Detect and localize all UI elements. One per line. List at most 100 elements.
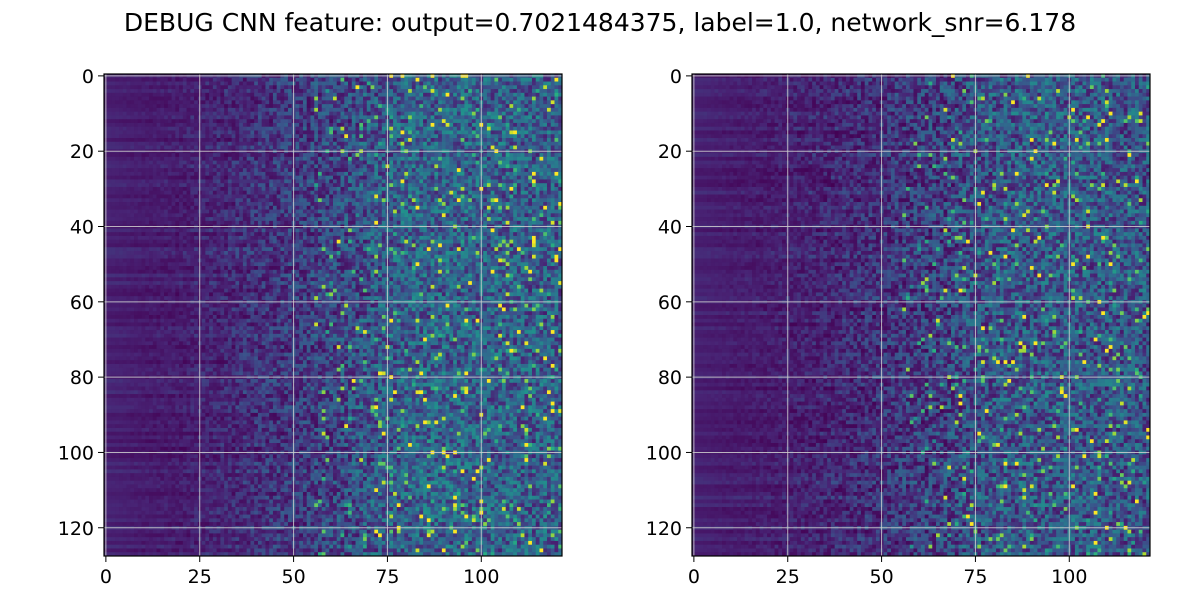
heatmap-cell [374, 97, 378, 101]
heatmap-cell [487, 112, 491, 116]
heatmap-cell [232, 168, 236, 172]
heatmap-cell [453, 119, 457, 123]
heatmap-cell [243, 183, 247, 187]
heatmap-cell [108, 82, 112, 86]
heatmap-cell [220, 115, 224, 119]
heatmap-cell [434, 191, 438, 195]
heatmap-cell [127, 93, 131, 97]
heatmap-cell [250, 138, 254, 142]
heatmap-cell [235, 183, 239, 187]
heatmap-cell [329, 195, 333, 199]
heatmap-cell [461, 217, 465, 221]
heatmap-cell [168, 130, 172, 134]
heatmap-cell [153, 93, 157, 97]
heatmap-cell [224, 130, 228, 134]
heatmap-cell [344, 146, 348, 150]
heatmap-cell [175, 127, 179, 131]
heatmap-cell [487, 123, 491, 127]
heatmap-cell [341, 112, 345, 116]
heatmap-cell [157, 168, 161, 172]
heatmap-cell [401, 172, 405, 176]
heatmap-cell [299, 195, 303, 199]
heatmap-cell [310, 127, 314, 131]
heatmap-cell [153, 176, 157, 180]
heatmap-cell [115, 119, 119, 123]
heatmap-cell [108, 130, 112, 134]
heatmap-cell [487, 93, 491, 97]
heatmap-cell [404, 89, 408, 93]
heatmap-cell [258, 130, 262, 134]
heatmap-cell [502, 93, 506, 97]
heatmap-cell [348, 138, 352, 142]
heatmap-cell [119, 183, 123, 187]
heatmap-cell [348, 179, 352, 183]
heatmap-cell [408, 206, 412, 210]
heatmap-cell [254, 119, 258, 123]
heatmap-cell [468, 108, 472, 112]
heatmap-cell [273, 100, 277, 104]
heatmap-cell [404, 142, 408, 146]
heatmap-cell [318, 112, 322, 116]
heatmap-cell [337, 97, 341, 101]
heatmap-cell [337, 172, 341, 176]
heatmap-cell [378, 89, 382, 93]
heatmap-cell [119, 202, 123, 206]
heatmap-cell [179, 198, 183, 202]
heatmap-cell [502, 127, 506, 131]
heatmap-cell [539, 104, 543, 108]
heatmap-cell [284, 93, 288, 97]
heatmap-cell [277, 187, 281, 191]
heatmap-cell [329, 130, 333, 134]
heatmap-cell [532, 85, 536, 89]
heatmap-cell [427, 210, 431, 214]
heatmap-cell [434, 221, 438, 225]
heatmap-cell [427, 157, 431, 161]
heatmap-cell [427, 89, 431, 93]
heatmap-cell [476, 187, 480, 191]
heatmap-cell [213, 221, 217, 225]
heatmap-cell [494, 195, 498, 199]
heatmap-cell [179, 100, 183, 104]
heatmap-cell [153, 187, 157, 191]
heatmap-cell [419, 176, 423, 180]
heatmap-cell [322, 89, 326, 93]
heatmap-cell [404, 119, 408, 123]
heatmap-cell [127, 142, 131, 146]
heatmap-cell [284, 213, 288, 217]
heatmap-cell [536, 142, 540, 146]
heatmap-cell [149, 206, 153, 210]
heatmap-cell [438, 217, 442, 221]
heatmap-cell [363, 130, 367, 134]
heatmap-cell [194, 78, 198, 82]
heatmap-cell [224, 78, 228, 82]
heatmap-cell [491, 85, 495, 89]
heatmap-cell [468, 206, 472, 210]
heatmap-cell [374, 153, 378, 157]
heatmap-cell [464, 213, 468, 217]
heatmap-cell [416, 195, 420, 199]
heatmap-cell [280, 198, 284, 202]
heatmap-cell [262, 217, 266, 221]
heatmap-cell [494, 82, 498, 86]
heatmap-cell [554, 108, 558, 112]
heatmap-cell [356, 168, 360, 172]
heatmap-cell [404, 82, 408, 86]
heatmap-cell [183, 217, 187, 221]
heatmap-cell [341, 172, 345, 176]
heatmap-cell [134, 164, 138, 168]
heatmap-cell [412, 202, 416, 206]
heatmap-cell [487, 168, 491, 172]
heatmap-cell [157, 157, 161, 161]
heatmap-cell [115, 115, 119, 119]
heatmap-cell [554, 127, 558, 131]
heatmap-cell [506, 195, 510, 199]
heatmap-cell [431, 134, 435, 138]
heatmap-cell [329, 142, 333, 146]
heatmap-cell [119, 198, 123, 202]
heatmap-cell [329, 127, 333, 131]
heatmap-cell [337, 89, 341, 93]
heatmap-cell [498, 104, 502, 108]
heatmap-cell [442, 153, 446, 157]
heatmap-cell [457, 93, 461, 97]
heatmap-cell [205, 78, 209, 82]
